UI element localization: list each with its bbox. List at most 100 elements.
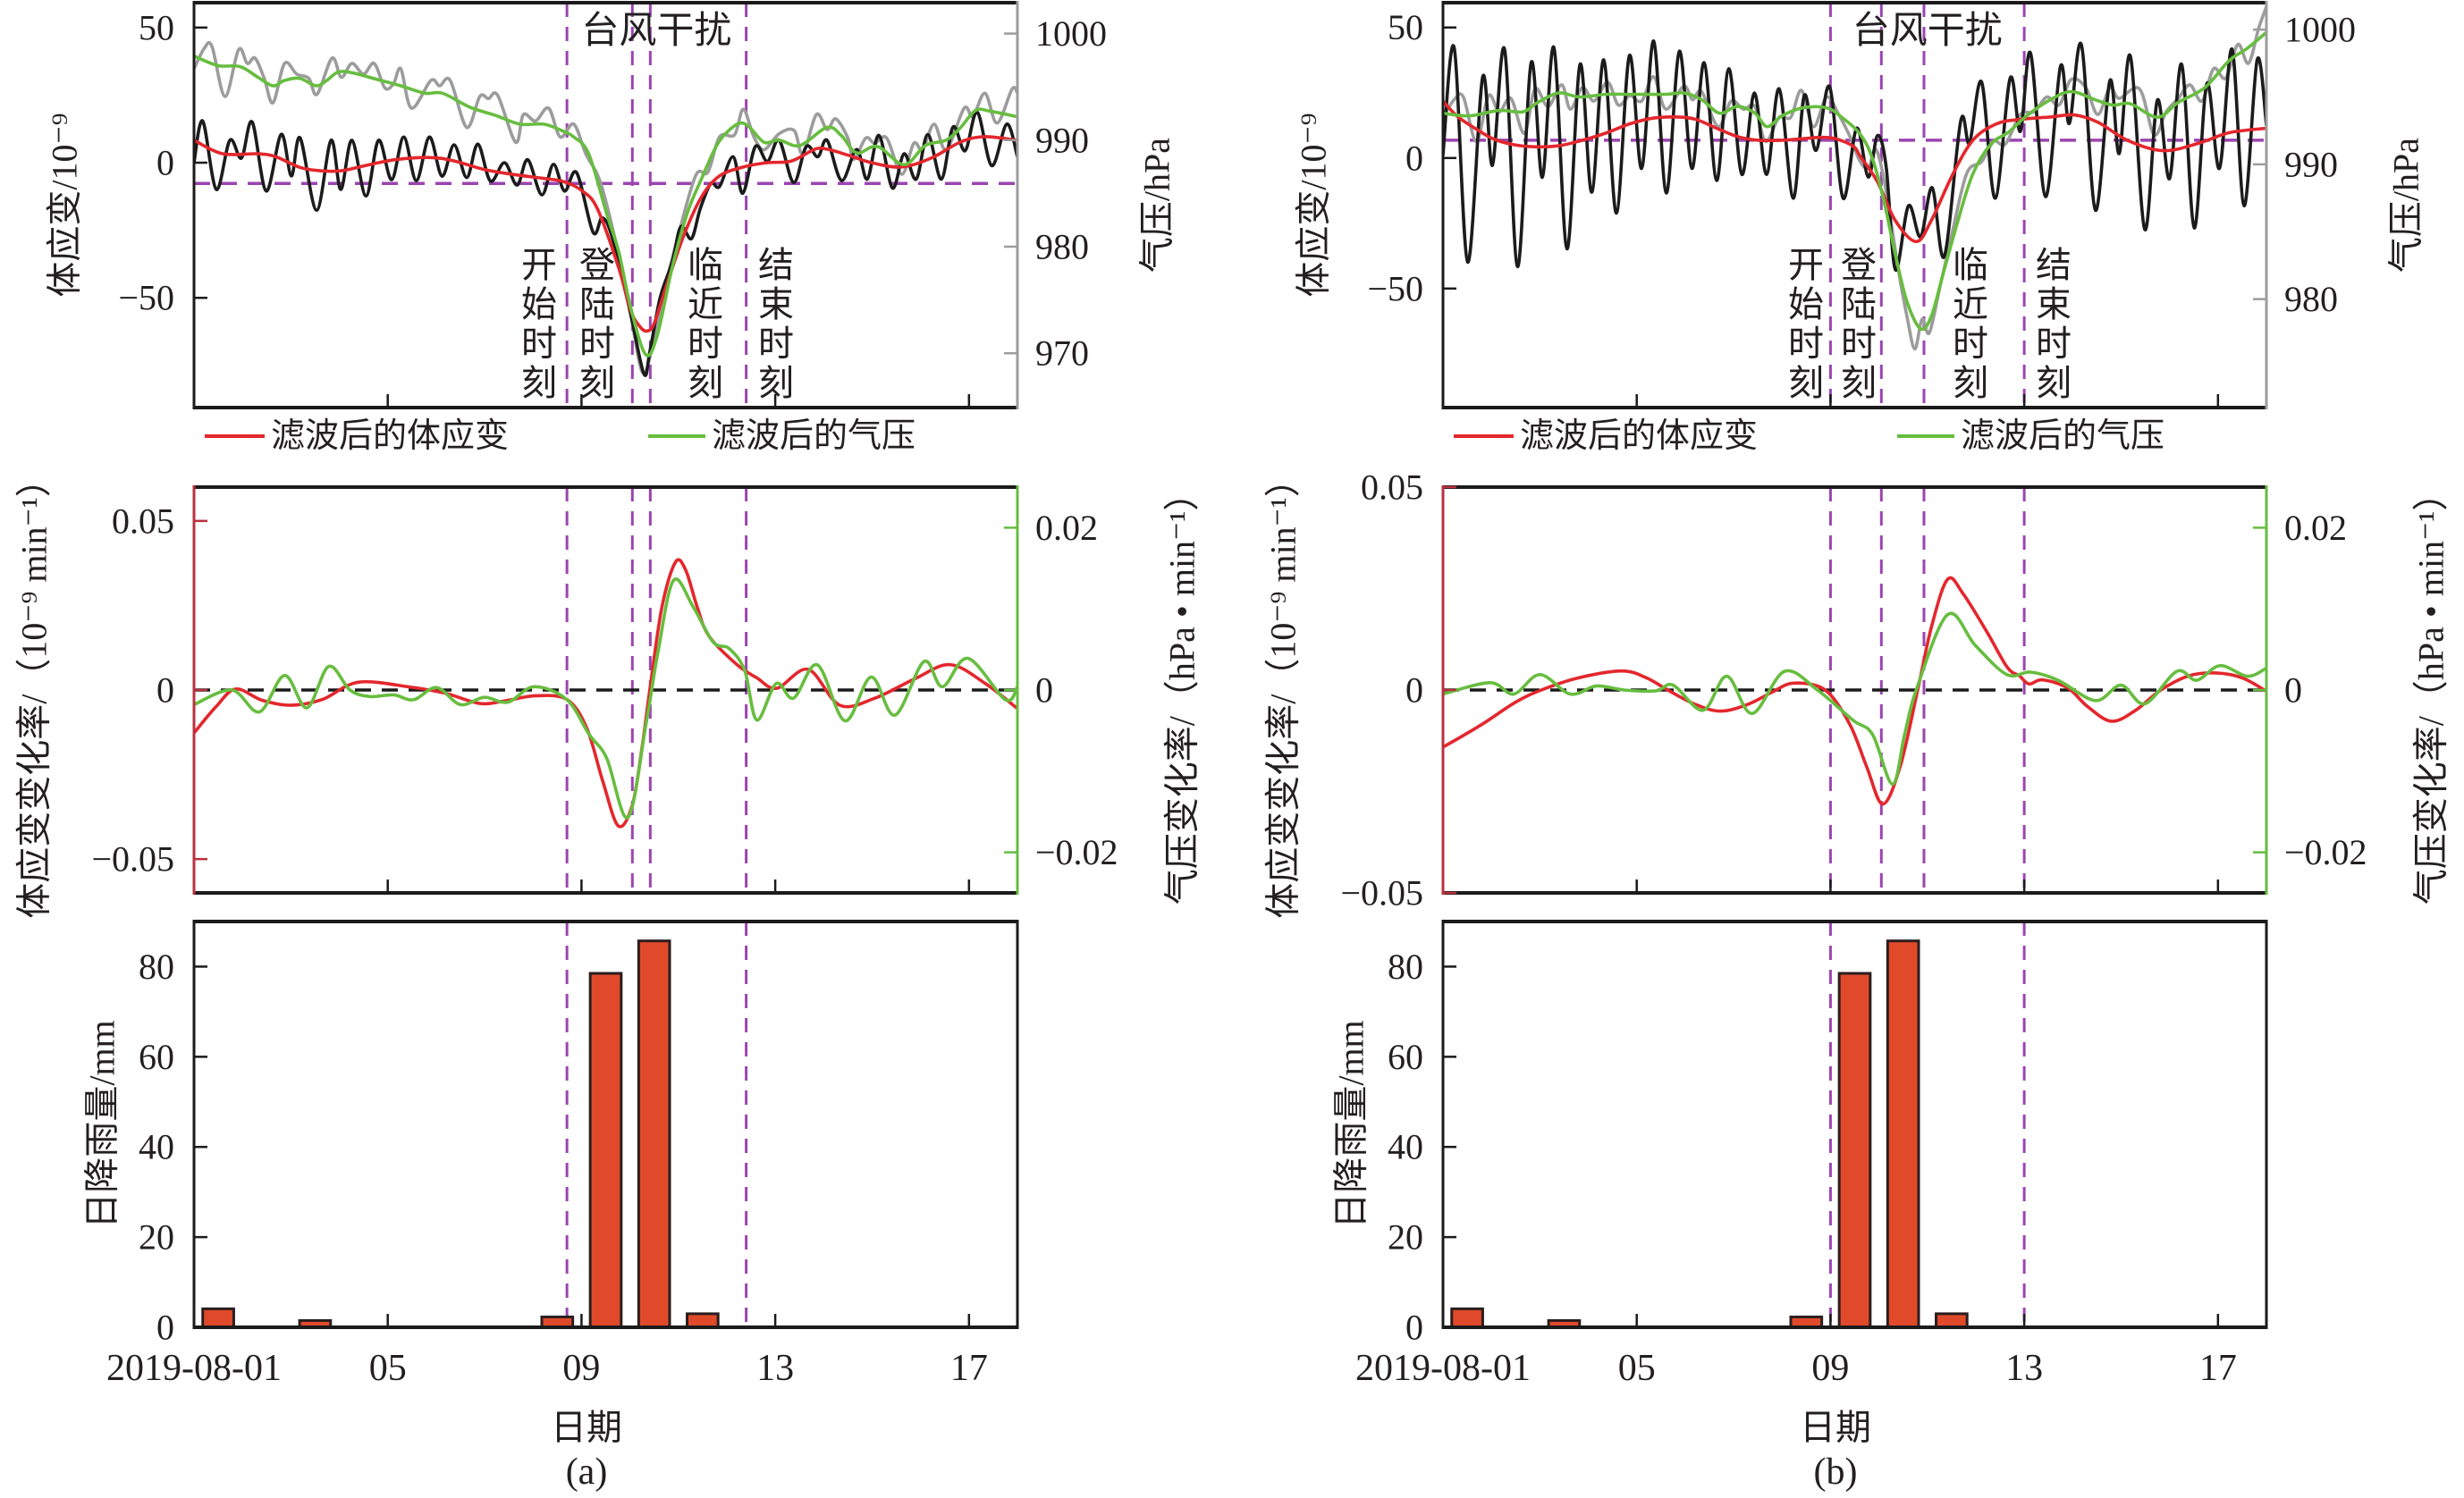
rain-bar	[1789, 1315, 1824, 1327]
rain-bar	[1935, 1312, 1969, 1327]
x-tick-label: 13	[756, 1348, 794, 1389]
y-tick-label-left: 20	[139, 1217, 174, 1258]
rain-bar	[201, 1307, 235, 1327]
y-axis-label-left: 体应变/10⁻⁹	[1294, 113, 1334, 297]
legend-label: 滤波后的体应变	[271, 417, 509, 455]
y-tick-label-right: 1000	[1035, 13, 1107, 54]
y-tick-label-right: 980	[2284, 279, 2338, 319]
event-label: 临近时刻	[1946, 246, 1987, 403]
series-line-pressure-rate	[1443, 611, 2266, 787]
panel-caption: (a)	[566, 1452, 608, 1493]
y-tick-label-left: 20	[1388, 1217, 1423, 1258]
y-tick-label-left: 60	[139, 1037, 174, 1077]
rain-bar	[1450, 1307, 1484, 1327]
y-tick-label-left: 0.05	[1361, 467, 1423, 508]
x-tick-label: 17	[950, 1348, 988, 1389]
y-tick-label-left: 80	[139, 947, 174, 987]
y-tick-label-left: 50	[139, 7, 174, 47]
x-tick-label: 05	[369, 1348, 407, 1389]
y-axis-label-left: 日降雨量/mm	[1331, 1020, 1371, 1228]
series-line-raw-strain	[1443, 39, 2266, 272]
y-tick-label-left: 40	[139, 1127, 174, 1167]
series-line-filtered-pressure	[194, 54, 1017, 358]
series-line-filtered-pressure	[1443, 30, 2266, 332]
x-axis-label: 日期	[551, 1408, 622, 1448]
plot-area	[1443, 3, 2266, 408]
y-tick-label-left: 40	[1388, 1127, 1423, 1167]
y-tick-label-right: 1000	[2284, 10, 2356, 50]
y-tick-label-left: −50	[1367, 268, 1423, 308]
series-line-strain-rate	[1443, 576, 2266, 806]
annotation-title: 台风干扰	[1852, 11, 2003, 52]
y-tick-label-left: −50	[118, 278, 174, 318]
event-label: 登陆时刻	[573, 246, 614, 403]
y-axis-label-left: 体应变/10⁻⁹	[45, 113, 85, 297]
rain-bar	[637, 939, 671, 1327]
series-line-filtered-strain	[1443, 99, 2266, 244]
y-axis-label-left: 体应变变化率/（10⁻⁹ min⁻¹）	[14, 461, 55, 919]
y-tick-label-right: 990	[1035, 120, 1089, 160]
rain-bar	[1837, 972, 1872, 1327]
chart-b-top: 50 0 −50 1000 990 980 体应变/10⁻⁹ 气压/hPa 台风干扰滤波后的体应…	[1294, 1, 2426, 455]
y-tick-label-left: 0.05	[112, 501, 174, 541]
chart-b-middle: 0.05 0 −0.05 0.02 0 −0.02 体应变变化率/（10⁻⁹ min⁻¹） 气…	[1263, 461, 2451, 919]
y-axis-label-left: 日降雨量/mm	[82, 1020, 122, 1228]
event-label: 结束时刻	[752, 246, 793, 403]
series-line-strain-rate	[194, 558, 1017, 829]
y-tick-label-left: 0	[1405, 138, 1423, 178]
x-tick-label: 2019-08-01	[1355, 1348, 1531, 1389]
chart-a-top: 50 0 −50 1000 990 980 970 体应变/10⁻⁹ 气压/hPa 台风干扰滤波后…	[45, 1, 1177, 455]
annotation-title: 台风干扰	[581, 11, 731, 52]
y-axis-label-right: 气压/hPa	[1137, 138, 1177, 273]
event-label: 开始时刻	[515, 246, 556, 403]
y-tick-label-left: −0.05	[1340, 873, 1423, 913]
legend-label: 滤波后的气压	[1961, 417, 2164, 455]
x-tick-label: 17	[2199, 1348, 2237, 1389]
plot-area	[1450, 922, 2026, 1327]
legend-label: 滤波后的气压	[712, 417, 916, 455]
rain-bar	[588, 972, 623, 1327]
series-line-raw-strain	[194, 110, 1017, 377]
y-tick-label-right: 990	[2284, 144, 2338, 184]
y-tick-label-left: 0	[156, 670, 174, 711]
series-line-pressure-rate	[194, 577, 1017, 820]
legend-item: 滤波后的气压	[648, 417, 916, 455]
plot-area	[194, 3, 1017, 408]
rain-bar	[1886, 939, 1920, 1327]
y-tick-label-right: 0	[1035, 670, 1053, 711]
x-tick-label: 09	[1811, 1348, 1849, 1389]
y-tick-label-right: 0	[2284, 670, 2302, 711]
event-label: 开始时刻	[1782, 246, 1823, 403]
y-tick-label-left: 0	[156, 143, 174, 183]
x-tick-label: 09	[562, 1348, 600, 1389]
y-tick-label-left: 60	[1388, 1037, 1423, 1077]
legend-item: 滤波后的体应变	[205, 417, 509, 455]
y-tick-label-right: −0.02	[2284, 832, 2367, 872]
y-tick-label-left: 0	[156, 1308, 174, 1348]
chart-a-bottom: 2019-08-01 05 09 13 17 0 20 40 60 80 日降雨量/mm 日期	[82, 920, 1019, 1448]
y-tick-label-left: 80	[1388, 947, 1423, 987]
y-tick-label-right: 980	[1035, 226, 1089, 266]
rain-bar	[540, 1315, 575, 1327]
x-axis-label: 日期	[1800, 1408, 1871, 1448]
y-tick-label-left: −0.05	[91, 839, 174, 879]
rain-bar	[298, 1318, 333, 1327]
event-label: 结束时刻	[2029, 246, 2071, 403]
y-tick-label-right: 0.02	[1035, 508, 1098, 548]
y-axis-label-right: 气压变化率/（hPa • min⁻¹）	[2411, 475, 2451, 905]
y-tick-label-left: 50	[1388, 7, 1423, 47]
panel-caption: (b)	[1814, 1452, 1858, 1493]
chart-a-middle: 0.05 0 −0.05 0.02 0 −0.02 体应变变化率/（10⁻⁹ min⁻¹） 气…	[14, 461, 1202, 919]
plot-area	[201, 922, 748, 1327]
y-tick-label-left: 0	[1405, 670, 1423, 711]
y-axis-label-right: 气压/hPa	[2386, 138, 2426, 273]
event-label: 临近时刻	[681, 246, 722, 403]
legend-item: 滤波后的气压	[1897, 417, 2164, 455]
y-axis-label-right: 气压变化率/（hPa • min⁻¹）	[1162, 475, 1202, 905]
y-tick-label-left: 0	[1405, 1308, 1423, 1348]
plot-area	[1443, 487, 2266, 893]
event-label: 登陆时刻	[1835, 246, 1876, 403]
y-tick-label-right: 0.02	[2284, 508, 2347, 548]
